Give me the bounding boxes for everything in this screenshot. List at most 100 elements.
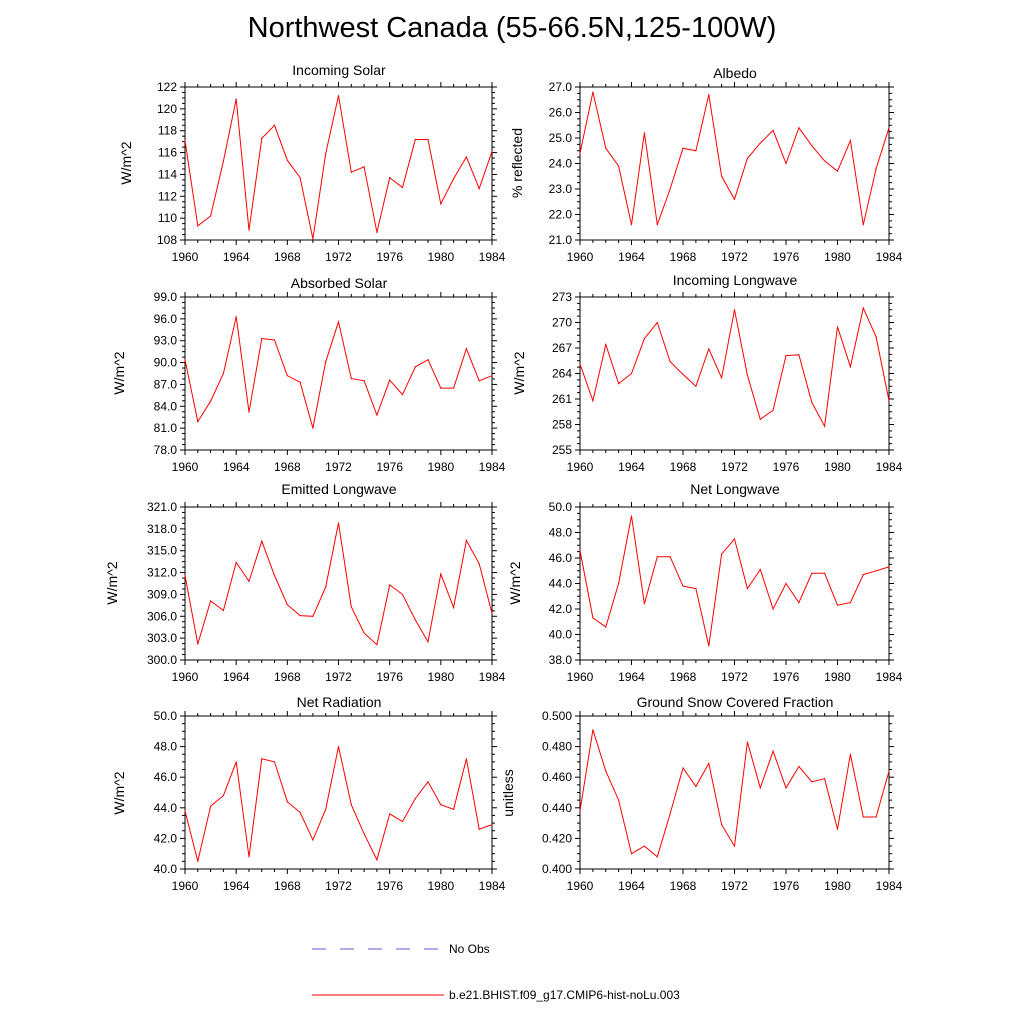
- y-tick-label: 112: [158, 189, 177, 203]
- data-point: [759, 568, 761, 571]
- data-point: [376, 231, 378, 233]
- series-line: [579, 515, 890, 647]
- x-tick-label: 1972: [325, 879, 352, 893]
- data-point: [695, 385, 697, 387]
- x-tick-label: 1964: [223, 250, 250, 264]
- data-point: [222, 372, 224, 375]
- data-point: [656, 224, 658, 226]
- data-point: [785, 355, 787, 357]
- data-point: [849, 602, 851, 604]
- data-point: [389, 177, 391, 179]
- data-point: [312, 427, 314, 429]
- data-point: [721, 824, 723, 826]
- data-point: [708, 94, 710, 96]
- y-tick-label: 50.0: [549, 500, 573, 514]
- data-point: [849, 366, 851, 368]
- data-point: [669, 813, 671, 815]
- data-point: [299, 811, 301, 813]
- data-point: [733, 845, 736, 847]
- y-axis-label: unitless: [500, 769, 516, 816]
- series-line: [579, 306, 890, 428]
- series-line: [579, 729, 890, 858]
- x-tick-label: 1980: [427, 460, 454, 474]
- x-tick-label: 1960: [172, 879, 199, 893]
- y-tick-label: 81.0: [154, 421, 178, 435]
- data-point: [273, 124, 276, 126]
- data-point: [325, 153, 327, 155]
- data-point: [222, 609, 224, 612]
- data-point: [721, 175, 723, 177]
- data-point: [695, 785, 697, 787]
- data-point: [401, 186, 404, 189]
- data-point: [695, 588, 697, 590]
- data-point: [401, 593, 404, 596]
- data-point: [312, 238, 314, 240]
- data-point: [184, 139, 186, 142]
- x-tick-label: 1976: [773, 460, 800, 474]
- x-tick-label: 1968: [274, 250, 301, 264]
- y-tick-label: 48.0: [154, 740, 178, 754]
- data-point: [669, 361, 671, 363]
- panel-title: Incoming Longwave: [673, 272, 798, 288]
- x-tick-label: 1980: [824, 460, 851, 474]
- data-point: [235, 761, 237, 763]
- data-point: [811, 781, 813, 783]
- data-point: [643, 132, 645, 134]
- data-point: [376, 414, 378, 416]
- x-tick-label: 1976: [773, 879, 800, 893]
- y-tick-label: 46.0: [549, 551, 573, 565]
- data-point: [414, 619, 416, 621]
- data-point: [579, 549, 581, 551]
- data-point: [618, 165, 620, 167]
- data-point: [605, 770, 607, 772]
- y-tick-label: 258: [552, 418, 572, 432]
- y-tick-label: 38.0: [549, 653, 573, 667]
- x-tick-label: 1968: [274, 670, 301, 684]
- data-point: [772, 129, 774, 131]
- data-point: [261, 540, 263, 542]
- panel-title: Absorbed Solar: [291, 275, 388, 291]
- data-point: [273, 339, 276, 341]
- data-point: [772, 608, 774, 610]
- data-point: [682, 585, 684, 587]
- x-tick-label: 1976: [376, 670, 403, 684]
- y-tick-label: 312.0: [147, 566, 177, 580]
- x-tick-label: 1984: [876, 670, 903, 684]
- panel-title: Ground Snow Covered Fraction: [637, 694, 834, 710]
- x-tick-label: 1960: [172, 670, 199, 684]
- data-point: [605, 344, 607, 346]
- y-tick-label: 44.0: [549, 577, 573, 591]
- data-point: [248, 229, 250, 231]
- x-tick-label: 1964: [618, 879, 645, 893]
- data-point: [209, 215, 212, 217]
- data-point: [389, 813, 391, 815]
- data-point: [849, 753, 851, 755]
- data-point: [630, 853, 633, 855]
- x-tick-label: 1976: [773, 670, 800, 684]
- data-point: [643, 603, 645, 605]
- data-point: [630, 224, 633, 226]
- panel-title: Albedo: [713, 65, 757, 81]
- data-point: [630, 372, 633, 375]
- data-point: [669, 188, 671, 190]
- data-point: [414, 366, 416, 368]
- x-tick-label: 1968: [670, 460, 697, 474]
- y-tick-label: 24.0: [549, 157, 573, 171]
- panel-8: 1960 1964 1968 1972 1976 1980 1984 0.400 0.420 0.…: [500, 694, 903, 893]
- data-point: [184, 574, 186, 577]
- data-point: [785, 162, 787, 165]
- y-tick-label: 120: [157, 102, 177, 116]
- figure-title: Northwest Canada (55-66.5N,125-100W): [247, 12, 777, 44]
- data-point: [209, 805, 212, 807]
- series-line: [184, 316, 493, 429]
- data-point: [862, 573, 864, 576]
- x-tick-label: 1972: [721, 460, 748, 474]
- y-tick-label: 44.0: [154, 801, 178, 815]
- data-point: [759, 787, 761, 789]
- data-point: [465, 348, 468, 350]
- x-tick-label: 1968: [274, 879, 301, 893]
- y-tick-label: 87.0: [154, 377, 178, 391]
- y-tick-label: 261: [552, 392, 572, 406]
- y-tick-label: 264: [552, 367, 572, 381]
- data-point: [824, 425, 826, 427]
